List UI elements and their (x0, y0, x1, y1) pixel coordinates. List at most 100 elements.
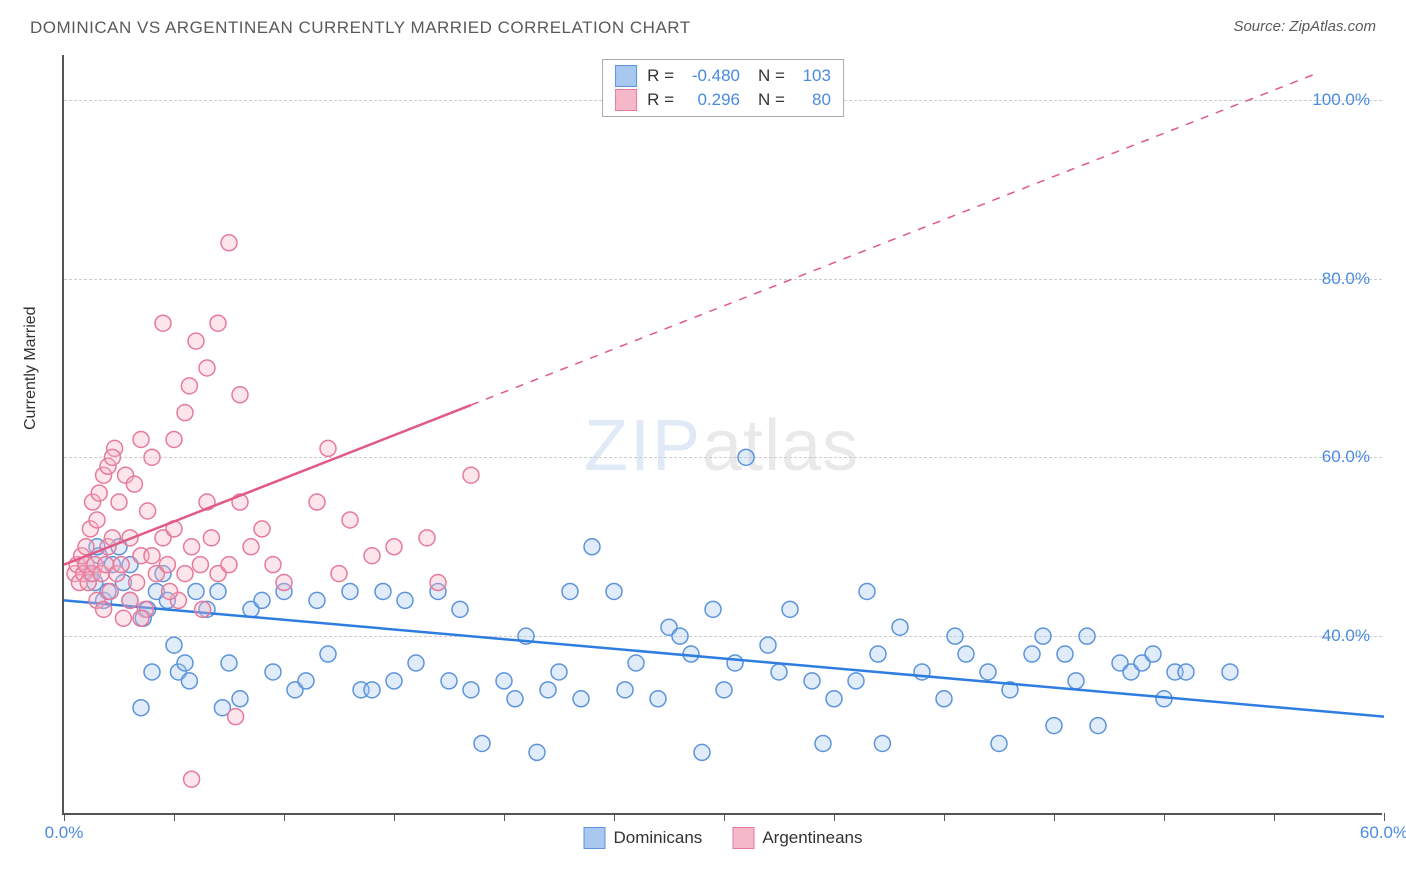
data-point (203, 530, 219, 546)
data-point (463, 682, 479, 698)
data-point (727, 655, 743, 671)
data-point (309, 494, 325, 510)
data-point (1090, 718, 1106, 734)
data-point (452, 601, 468, 617)
legend-swatch (732, 827, 754, 849)
data-point (78, 539, 94, 555)
data-point (551, 664, 567, 680)
series-legend-label: Argentineans (762, 828, 862, 848)
trend-line-dashed (471, 73, 1318, 405)
r-value: -0.480 (684, 64, 740, 88)
data-point (188, 583, 204, 599)
x-tick (724, 813, 725, 821)
x-tick (174, 813, 175, 821)
data-point (342, 512, 358, 528)
data-point (243, 539, 259, 555)
data-point (177, 566, 193, 582)
x-tick (1274, 813, 1275, 821)
series-legend: Dominicans Argentineans (584, 827, 863, 849)
data-point (320, 646, 336, 662)
data-point (129, 575, 145, 591)
data-point (540, 682, 556, 698)
data-point (122, 592, 138, 608)
r-label: R = (647, 88, 674, 112)
data-point (144, 449, 160, 465)
data-point (1024, 646, 1040, 662)
correlation-legend: R =-0.480N =103R = 0.296 N = 80 (602, 59, 844, 117)
data-point (166, 637, 182, 653)
data-point (782, 601, 798, 617)
data-point (342, 583, 358, 599)
data-point (496, 673, 512, 689)
data-point (529, 744, 545, 760)
data-point (221, 557, 237, 573)
source-attribution: Source: ZipAtlas.com (1233, 18, 1376, 35)
data-point (126, 476, 142, 492)
data-point (694, 744, 710, 760)
data-point (184, 771, 200, 787)
data-point (89, 512, 105, 528)
data-point (628, 655, 644, 671)
n-label: N = (758, 88, 785, 112)
data-point (419, 530, 435, 546)
data-point (716, 682, 732, 698)
data-point (1222, 664, 1238, 680)
data-point (265, 664, 281, 680)
data-point (375, 583, 391, 599)
data-point (892, 619, 908, 635)
data-point (159, 557, 175, 573)
data-point (221, 655, 237, 671)
data-point (320, 440, 336, 456)
n-value: 80 (795, 88, 831, 112)
data-point (874, 735, 890, 751)
data-point (96, 601, 112, 617)
data-point (133, 700, 149, 716)
data-point (1145, 646, 1161, 662)
data-point (463, 467, 479, 483)
data-point (133, 431, 149, 447)
series-legend-item: Argentineans (732, 827, 862, 849)
data-point (1046, 718, 1062, 734)
x-tick (834, 813, 835, 821)
data-point (177, 655, 193, 671)
data-point (199, 360, 215, 376)
series-legend-item: Dominicans (584, 827, 703, 849)
data-point (210, 583, 226, 599)
data-point (177, 405, 193, 421)
data-point (210, 315, 226, 331)
data-point (408, 655, 424, 671)
data-point (228, 709, 244, 725)
correlation-legend-row: R =-0.480N =103 (615, 64, 831, 88)
data-point (181, 378, 197, 394)
data-point (133, 610, 149, 626)
data-point (991, 735, 1007, 751)
r-value: 0.296 (684, 88, 740, 112)
chart-header: DOMINICAN VS ARGENTINEAN CURRENTLY MARRI… (30, 18, 1376, 48)
data-point (815, 735, 831, 751)
chart-title: DOMINICAN VS ARGENTINEAN CURRENTLY MARRI… (30, 18, 691, 37)
data-point (166, 431, 182, 447)
data-point (188, 333, 204, 349)
trend-line-solid (64, 405, 471, 565)
data-point (573, 691, 589, 707)
plot-area: ZIPatlas 40.0%60.0%80.0%100.0% R =-0.480… (62, 55, 1382, 815)
data-point (115, 610, 131, 626)
data-point (1068, 673, 1084, 689)
chart-svg (64, 55, 1382, 813)
data-point (1057, 646, 1073, 662)
data-point (144, 664, 160, 680)
data-point (650, 691, 666, 707)
data-point (980, 664, 996, 680)
data-point (144, 548, 160, 564)
x-tick (1054, 813, 1055, 821)
legend-swatch (615, 89, 637, 111)
data-point (364, 682, 380, 698)
data-point (232, 691, 248, 707)
data-point (140, 503, 156, 519)
data-point (364, 548, 380, 564)
data-point (221, 235, 237, 251)
data-point (562, 583, 578, 599)
data-point (958, 646, 974, 662)
x-tick (64, 813, 65, 821)
x-tick (504, 813, 505, 821)
